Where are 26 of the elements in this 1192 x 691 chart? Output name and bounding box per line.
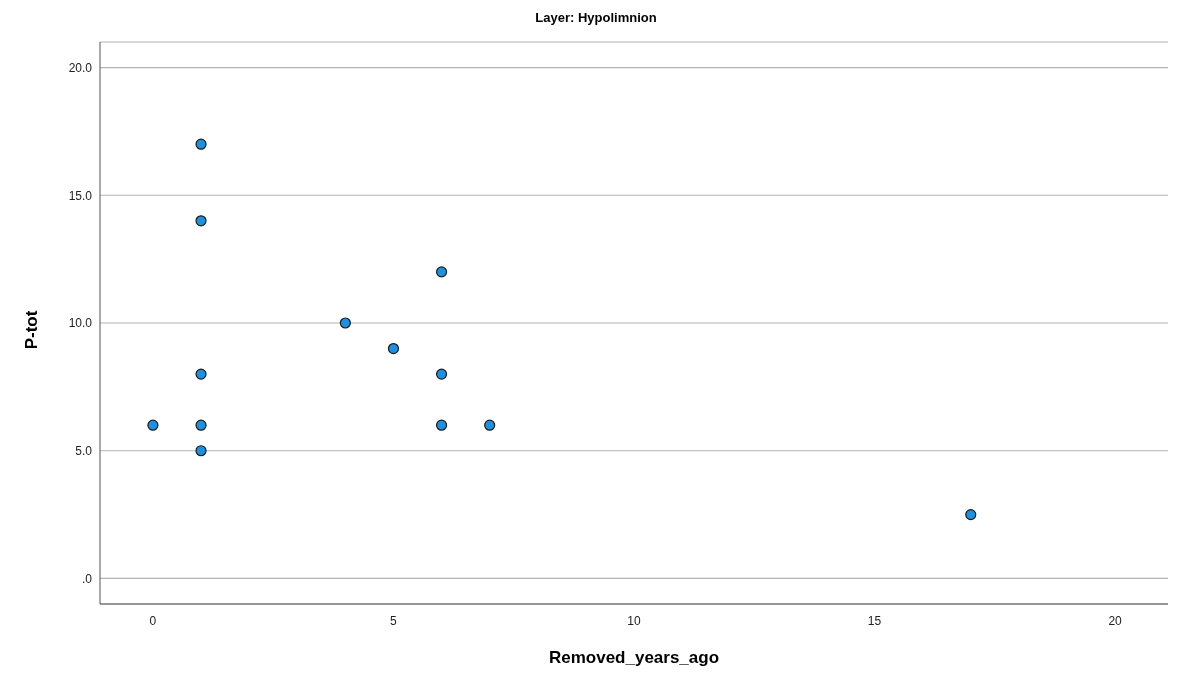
point (339, 317, 351, 329)
x-tick-label: 5 (390, 613, 398, 628)
y-tick-label: .0 (81, 571, 93, 586)
point (147, 419, 159, 431)
point (435, 419, 448, 431)
y-tick-label: 15.0 (68, 188, 93, 203)
point (195, 368, 207, 380)
x-tick-label: 20 (1108, 613, 1123, 628)
point (195, 138, 207, 150)
chart-title: Layer: Hypolimnion (534, 10, 658, 25)
point (195, 445, 207, 457)
x-tick-label: 15 (867, 613, 882, 628)
x-tick-label: 10 (627, 613, 641, 628)
x-tick-label: 0 (149, 613, 157, 628)
point (965, 508, 977, 521)
y-tick-label: 20.0 (68, 60, 93, 75)
y-axis-title: P-tot (22, 310, 42, 350)
point (387, 342, 400, 355)
point (195, 419, 207, 431)
point (195, 215, 207, 227)
y-tick-label: 10.0 (68, 316, 93, 331)
point (435, 368, 448, 380)
point (484, 419, 496, 431)
x-axis-title: Removed_years_ago (547, 648, 721, 668)
point (435, 266, 448, 278)
y-tick-label: 5.0 (75, 443, 93, 458)
